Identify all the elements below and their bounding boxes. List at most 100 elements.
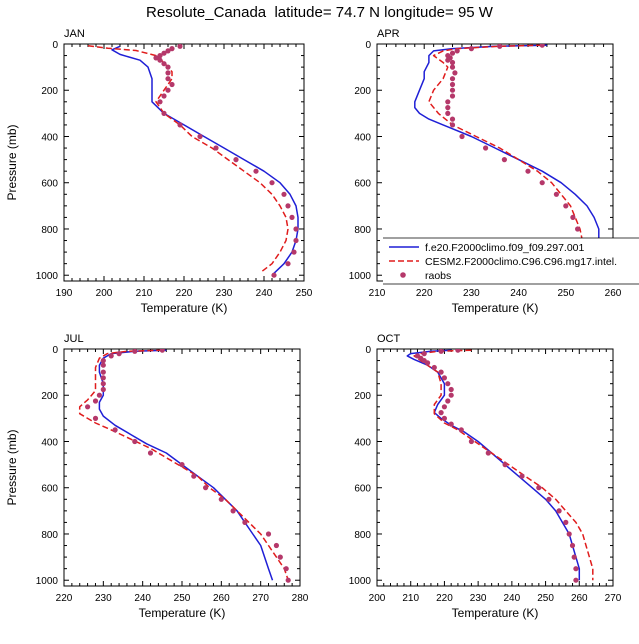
- raobs-point: [445, 110, 451, 116]
- raobs-point: [468, 46, 474, 52]
- raobs-point: [177, 44, 183, 49]
- raobs-point: [497, 44, 503, 49]
- raobs-point: [421, 351, 427, 357]
- legend-label: CESM2.F2000climo.C96.C96.mg17.intel.: [425, 256, 617, 268]
- x-tick-label: 230: [463, 288, 480, 299]
- y-tick-label: 600: [41, 484, 58, 495]
- x-tick-label: 240: [504, 593, 521, 604]
- raobs-point: [161, 93, 167, 99]
- y-tick-label: 800: [354, 225, 371, 236]
- y-tick-label: 600: [41, 179, 58, 190]
- x-tick-label: 230: [216, 288, 233, 299]
- panel-oct: 200 210 220 230 240 250 260 270 0 200 400 600 800 100…: [349, 333, 622, 620]
- raobs-point: [571, 554, 577, 560]
- x-tick-label: 210: [402, 593, 419, 604]
- raobs-point: [431, 364, 437, 371]
- plot-frame: [63, 348, 301, 587]
- raobs-point: [553, 191, 560, 197]
- raobs-point: [157, 53, 163, 59]
- legend: f.e20.F2000climo.f09_f09.297.001 CESM2.F2…: [383, 237, 639, 285]
- plot-area: [406, 349, 594, 583]
- raobs-point: [157, 57, 163, 63]
- raobs-point: [293, 226, 299, 232]
- x-tick-label: 200: [369, 593, 386, 604]
- raobs-point: [291, 249, 297, 255]
- raobs-point: [165, 70, 171, 76]
- raobs-point: [165, 87, 171, 93]
- raobs-point: [203, 485, 209, 491]
- raobs-point: [449, 76, 456, 82]
- y-tick-label: 800: [41, 530, 58, 541]
- raobs-point: [191, 473, 197, 479]
- y-tick-label: 1000: [36, 576, 59, 587]
- raobs-point: [441, 375, 447, 381]
- x-tick-label: 250: [557, 288, 574, 299]
- raobs-point: [273, 542, 279, 549]
- raobs-point: [455, 349, 461, 353]
- raobs-point: [230, 508, 236, 514]
- raobs-point: [502, 462, 508, 468]
- raobs-point: [100, 375, 106, 381]
- raobs-point: [445, 99, 451, 105]
- raobs-point: [100, 358, 106, 364]
- raobs-point: [269, 180, 275, 186]
- y-tick-label: 0: [52, 345, 58, 356]
- raobs-point: [281, 191, 287, 197]
- y-tick-label: 200: [354, 391, 371, 402]
- raobs-point: [449, 81, 456, 88]
- raobs-point: [100, 381, 106, 387]
- raobs-point: [569, 542, 576, 549]
- x-tick-label: 280: [292, 593, 309, 604]
- raobs-point: [285, 203, 291, 209]
- raobs-point: [459, 133, 465, 140]
- y-axis-label: Pressure (mb): [5, 124, 19, 200]
- raobs-point: [177, 122, 183, 128]
- raobs-point: [441, 404, 447, 410]
- raobs-point: [449, 64, 456, 70]
- raobs-point: [449, 59, 456, 66]
- series-line-cesm2: [78, 349, 289, 581]
- raobs-point: [116, 351, 122, 357]
- raobs-point: [100, 369, 106, 375]
- y-tick-label: 1000: [349, 576, 372, 587]
- x-tick-label: 260: [213, 593, 230, 604]
- raobs-point: [147, 450, 154, 456]
- x-tick-label: 250: [537, 593, 554, 604]
- raobs-point: [452, 70, 458, 76]
- raobs-point: [441, 415, 447, 421]
- raobs-point: [501, 157, 507, 163]
- raobs-point: [161, 61, 167, 67]
- panel-title: APR: [377, 28, 400, 40]
- raobs-point: [573, 566, 579, 572]
- series-line-f-e20: [111, 45, 299, 276]
- raobs-point: [575, 226, 581, 232]
- x-axis-label: Temperature (K): [452, 606, 539, 620]
- x-tick-label: 240: [510, 288, 527, 299]
- raobs-point: [100, 386, 106, 393]
- x-tick-label: 220: [436, 593, 453, 604]
- raobs-point: [449, 50, 456, 56]
- panel-jan: 190 200 210 220 230 240 250 0 200 400 600 800 1000 JA…: [5, 28, 313, 315]
- y-tick-label: 0: [365, 40, 371, 51]
- y-tick-label: 0: [52, 40, 58, 51]
- x-tick-label: 230: [95, 593, 112, 604]
- x-tick-label: 240: [256, 288, 273, 299]
- raobs-point: [265, 531, 272, 537]
- legend-marker-raobs: [400, 272, 406, 278]
- series-line-f-e20: [98, 349, 274, 581]
- raobs-point: [157, 99, 163, 105]
- raobs-point: [438, 410, 444, 416]
- raobs-point: [454, 48, 460, 54]
- raobs-point: [485, 450, 491, 456]
- y-tick-label: 0: [365, 345, 371, 356]
- raobs-point: [536, 485, 542, 491]
- x-tick-label: 250: [296, 288, 313, 299]
- raobs-point: [563, 519, 569, 526]
- raobs-point: [425, 360, 431, 366]
- x-tick-label: 200: [96, 288, 113, 299]
- raobs-point: [165, 76, 171, 82]
- raobs-point: [233, 157, 239, 163]
- series-line-f-e20: [406, 349, 581, 581]
